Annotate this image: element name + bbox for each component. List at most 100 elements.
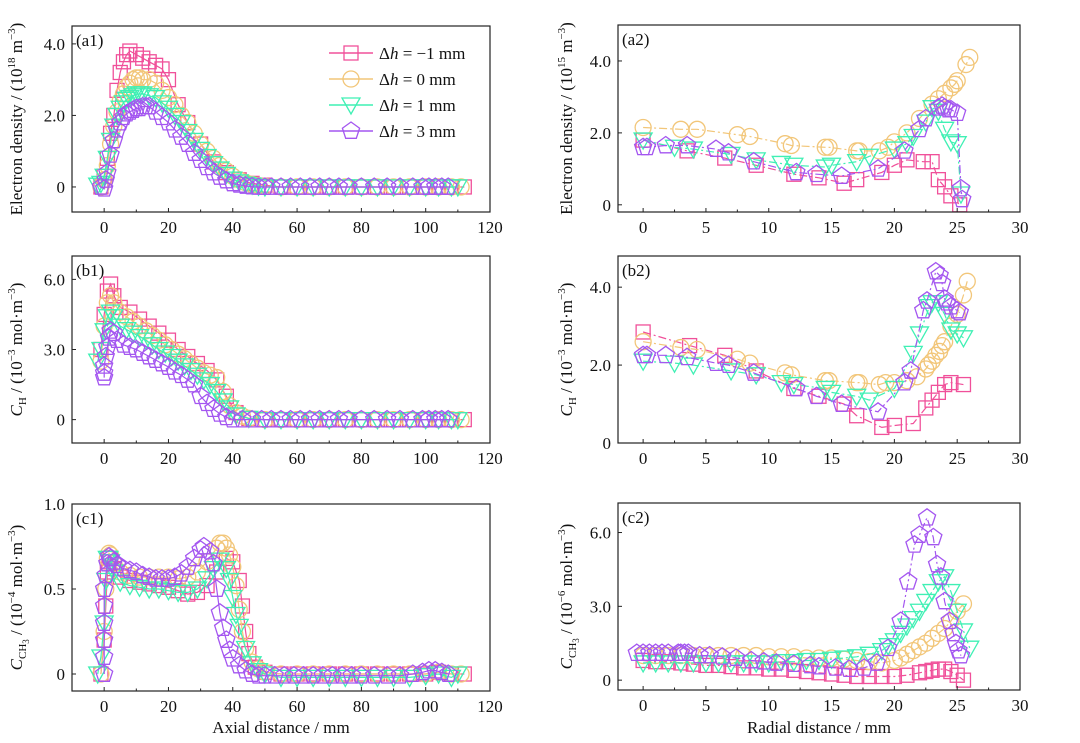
data-point — [898, 645, 916, 663]
legend-item-p1: Δh = 1 mm — [329, 96, 456, 116]
data-point — [896, 136, 918, 154]
data-point — [223, 409, 243, 428]
data-point — [915, 114, 936, 133]
data-point — [342, 665, 362, 684]
data-point — [220, 640, 239, 659]
x-tick-label: 20 — [160, 697, 177, 716]
data-point — [184, 548, 204, 567]
data-point — [706, 139, 726, 157]
data-point — [826, 658, 845, 676]
data-point — [290, 177, 310, 195]
data-point — [949, 667, 965, 683]
data-point — [262, 409, 281, 428]
data-point — [99, 327, 119, 346]
data-point — [776, 135, 794, 153]
data-point — [399, 669, 420, 688]
data-point — [903, 345, 924, 364]
data-point — [97, 150, 118, 169]
data-point — [932, 273, 952, 292]
data-point — [944, 623, 963, 642]
data-point — [832, 394, 851, 412]
data-point — [677, 347, 697, 366]
data-point — [265, 665, 284, 684]
data-point — [923, 629, 941, 647]
data-point — [193, 372, 214, 391]
y-axis-title: CH / (10−3 mol·m−3) — [6, 283, 29, 417]
data-point — [310, 409, 329, 428]
data-point — [96, 169, 116, 188]
data-point — [859, 392, 880, 411]
x-tick-label: 15 — [823, 218, 840, 237]
series-a2-p1 — [633, 100, 972, 205]
data-point — [890, 625, 911, 644]
data-point — [428, 666, 449, 685]
data-point — [952, 189, 972, 208]
data-point — [905, 415, 921, 432]
data-point — [94, 168, 115, 187]
data-point — [786, 662, 802, 678]
data-point — [846, 154, 867, 172]
x-tick-label: 25 — [949, 218, 966, 237]
data-point — [178, 134, 198, 152]
data-point — [335, 669, 356, 688]
data-point — [130, 69, 149, 87]
x-tick-label: 20 — [886, 449, 903, 468]
data-point — [159, 568, 178, 587]
x-tick-label: 5 — [702, 696, 711, 715]
data-point — [200, 376, 221, 395]
data-point — [930, 384, 946, 401]
data-point — [222, 171, 243, 190]
data-point — [936, 376, 953, 393]
legend-marker-triangle-down — [340, 97, 362, 116]
y-tick-label: 0 — [57, 411, 66, 430]
y-axis-title: CCH3 / (10−6 mol·m−3) — [556, 524, 581, 670]
x-axis-title: Radial distance / mm — [747, 718, 891, 737]
panel-label: (b2) — [622, 261, 650, 280]
data-point — [200, 541, 220, 560]
panel-label: (b1) — [76, 261, 104, 280]
data-point — [915, 154, 931, 170]
data-point — [413, 177, 432, 195]
legend-marker-circle — [342, 70, 360, 88]
series-line — [103, 329, 449, 421]
data-point — [924, 154, 940, 170]
data-point — [784, 654, 804, 673]
data-point — [255, 177, 275, 195]
series-a1-p3 — [91, 96, 458, 197]
data-point — [222, 589, 243, 608]
x-tick-label: 25 — [949, 696, 966, 715]
series-a2-z0 — [634, 48, 979, 160]
data-point — [178, 557, 198, 575]
series-line — [100, 542, 462, 675]
y-axis-title: Electron density / (1015 m−3) — [556, 22, 576, 215]
data-point — [225, 606, 247, 625]
data-point — [187, 581, 208, 600]
data-point — [351, 411, 372, 430]
data-point — [741, 127, 759, 146]
x-tick-label: 20 — [160, 449, 177, 468]
x-tick-label: 15 — [823, 696, 840, 715]
legend-item-m1: Δh = −1 mm — [329, 44, 465, 63]
y-tick-label: 0 — [603, 671, 612, 690]
data-point — [94, 596, 114, 614]
data-point — [627, 643, 647, 662]
x-tick-label: 100 — [413, 218, 439, 237]
data-point — [177, 584, 198, 603]
x-tick-label: 30 — [1012, 218, 1029, 237]
data-point — [954, 286, 973, 304]
data-point — [242, 409, 262, 428]
data-point — [352, 665, 371, 684]
series-b2-z0 — [634, 272, 976, 394]
data-point — [94, 647, 114, 665]
panel-c1: 0 20 40 60 80 100 120 0 0.5 1.0 (c1) CCH3 / (10−4 m… — [6, 495, 503, 737]
data-point — [910, 525, 929, 543]
data-point — [950, 302, 970, 321]
data-point — [390, 409, 410, 428]
data-point — [220, 546, 239, 564]
data-point — [271, 409, 291, 428]
data-point — [934, 306, 955, 325]
y-tick-label: 2.0 — [590, 356, 611, 375]
data-point — [947, 136, 968, 154]
data-point — [120, 101, 140, 120]
data-point — [204, 553, 223, 572]
